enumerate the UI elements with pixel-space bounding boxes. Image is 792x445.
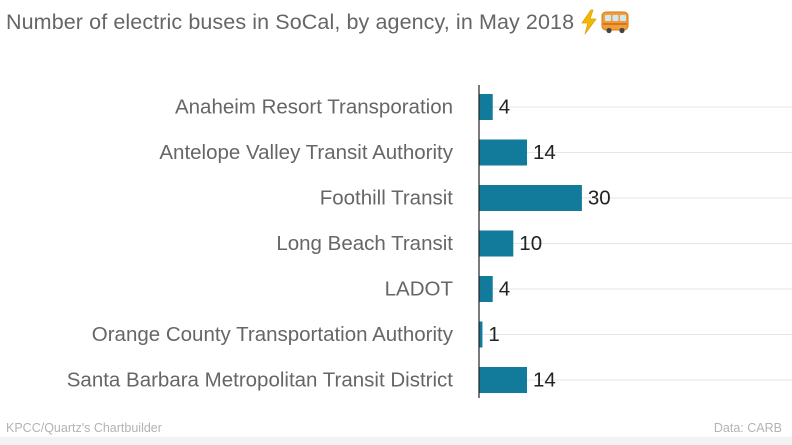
- data-label: 4: [499, 96, 510, 119]
- data-source: Data: CARB: [713, 421, 782, 435]
- chart-title-row: Number of electric buses in SoCal, by ag…: [6, 7, 630, 37]
- bottom-band: [0, 437, 792, 445]
- data-label: 4: [499, 278, 510, 301]
- bar: [479, 367, 528, 393]
- data-label: 10: [519, 232, 542, 255]
- lightning-icon: [581, 9, 597, 35]
- data-label: 14: [533, 141, 556, 164]
- data-label: 14: [533, 369, 556, 392]
- bar: [479, 185, 582, 211]
- category-label: Orange County Transportation Authority: [92, 323, 454, 346]
- category-label: Antelope Valley Transit Authority: [159, 141, 453, 164]
- chart-credit: KPCC/Quartz's Chartbuilder: [6, 421, 162, 435]
- bar: [479, 230, 514, 257]
- chart-title: Number of electric buses in SoCal, by ag…: [6, 9, 575, 34]
- category-label: LADOT: [385, 278, 454, 301]
- bar: [479, 94, 493, 120]
- data-label: 30: [588, 187, 611, 210]
- category-label: Foothill Transit: [320, 187, 454, 210]
- bar: [479, 139, 528, 166]
- category-label: Anaheim Resort Transporation: [175, 96, 453, 119]
- data-label: 1: [488, 323, 499, 346]
- bar: [479, 276, 493, 302]
- bar: [479, 321, 483, 348]
- bus-icon: [601, 11, 629, 34]
- category-label: Long Beach Transit: [276, 232, 453, 255]
- category-label: Santa Barbara Metropolitan Transit Distr…: [67, 369, 454, 392]
